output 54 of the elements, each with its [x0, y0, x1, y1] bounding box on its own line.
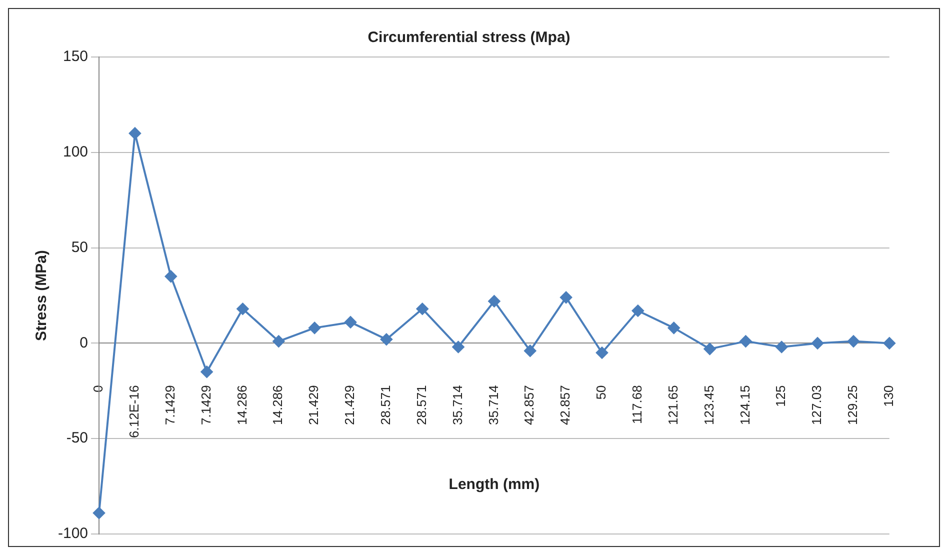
point: [740, 335, 752, 348]
x-tick-label: 28.571: [414, 385, 429, 425]
point: [416, 302, 428, 315]
point: [883, 337, 896, 350]
point: [272, 335, 285, 348]
point: [164, 270, 177, 282]
point: [344, 316, 357, 328]
x-tick-label: 117.68: [629, 385, 644, 424]
point: [452, 341, 464, 354]
x-tick-label: 6.12E-16: [126, 385, 142, 438]
x-tick-label: 28.571: [378, 385, 394, 425]
x-tick-label: 35.714: [486, 385, 501, 425]
x-tick-label: 42.857: [558, 385, 573, 425]
y-tick-label: 100: [62, 144, 88, 161]
x-tick-label: 7.1429: [162, 385, 178, 425]
x-tick-label: 21.429: [306, 385, 322, 425]
x-tick-label: 35.714: [450, 385, 465, 425]
point: [847, 335, 860, 348]
y-axis-title: Stress (MPa): [33, 250, 50, 341]
x-tick-label: 50: [594, 385, 609, 400]
point: [524, 344, 536, 357]
x-tick-label: 14.286: [270, 385, 286, 425]
x-tick-label: 42.857: [522, 385, 537, 425]
point: [308, 322, 321, 334]
x-tick-label: 127.03: [809, 385, 824, 425]
y-tick-label: 50: [71, 238, 88, 256]
point: [704, 342, 716, 355]
x-tick-label: 121.65: [665, 385, 680, 425]
y-tick-label: 150: [62, 48, 88, 66]
x-tick-label: 130: [880, 385, 896, 407]
y-tick-label: -100: [58, 525, 88, 542]
point: [776, 341, 788, 354]
x-tick-label: 7.1429: [198, 385, 214, 425]
x-tick-label: 14.286: [234, 385, 250, 425]
point: [488, 295, 500, 308]
x-tick-label: 125: [773, 385, 788, 407]
point: [560, 291, 572, 304]
point: [632, 304, 644, 317]
x-tick-label: 124.15: [737, 385, 752, 425]
x-tick-label: 129.25: [845, 385, 860, 425]
point: [596, 346, 608, 359]
point: [380, 333, 392, 346]
point: [236, 302, 249, 315]
x-axis-title: Length (mm): [448, 476, 540, 494]
point: [93, 507, 106, 520]
chart-title: Circumferential stress (Mpa): [368, 29, 570, 46]
point: [812, 337, 824, 350]
point: [200, 366, 213, 378]
point: [128, 127, 141, 140]
y-tick-label: 0: [80, 334, 88, 352]
y-tick-label: -50: [66, 430, 88, 447]
x-tick-label: 21.429: [342, 385, 358, 425]
x-tick-label: 123.45: [701, 385, 716, 425]
point: [668, 322, 680, 334]
